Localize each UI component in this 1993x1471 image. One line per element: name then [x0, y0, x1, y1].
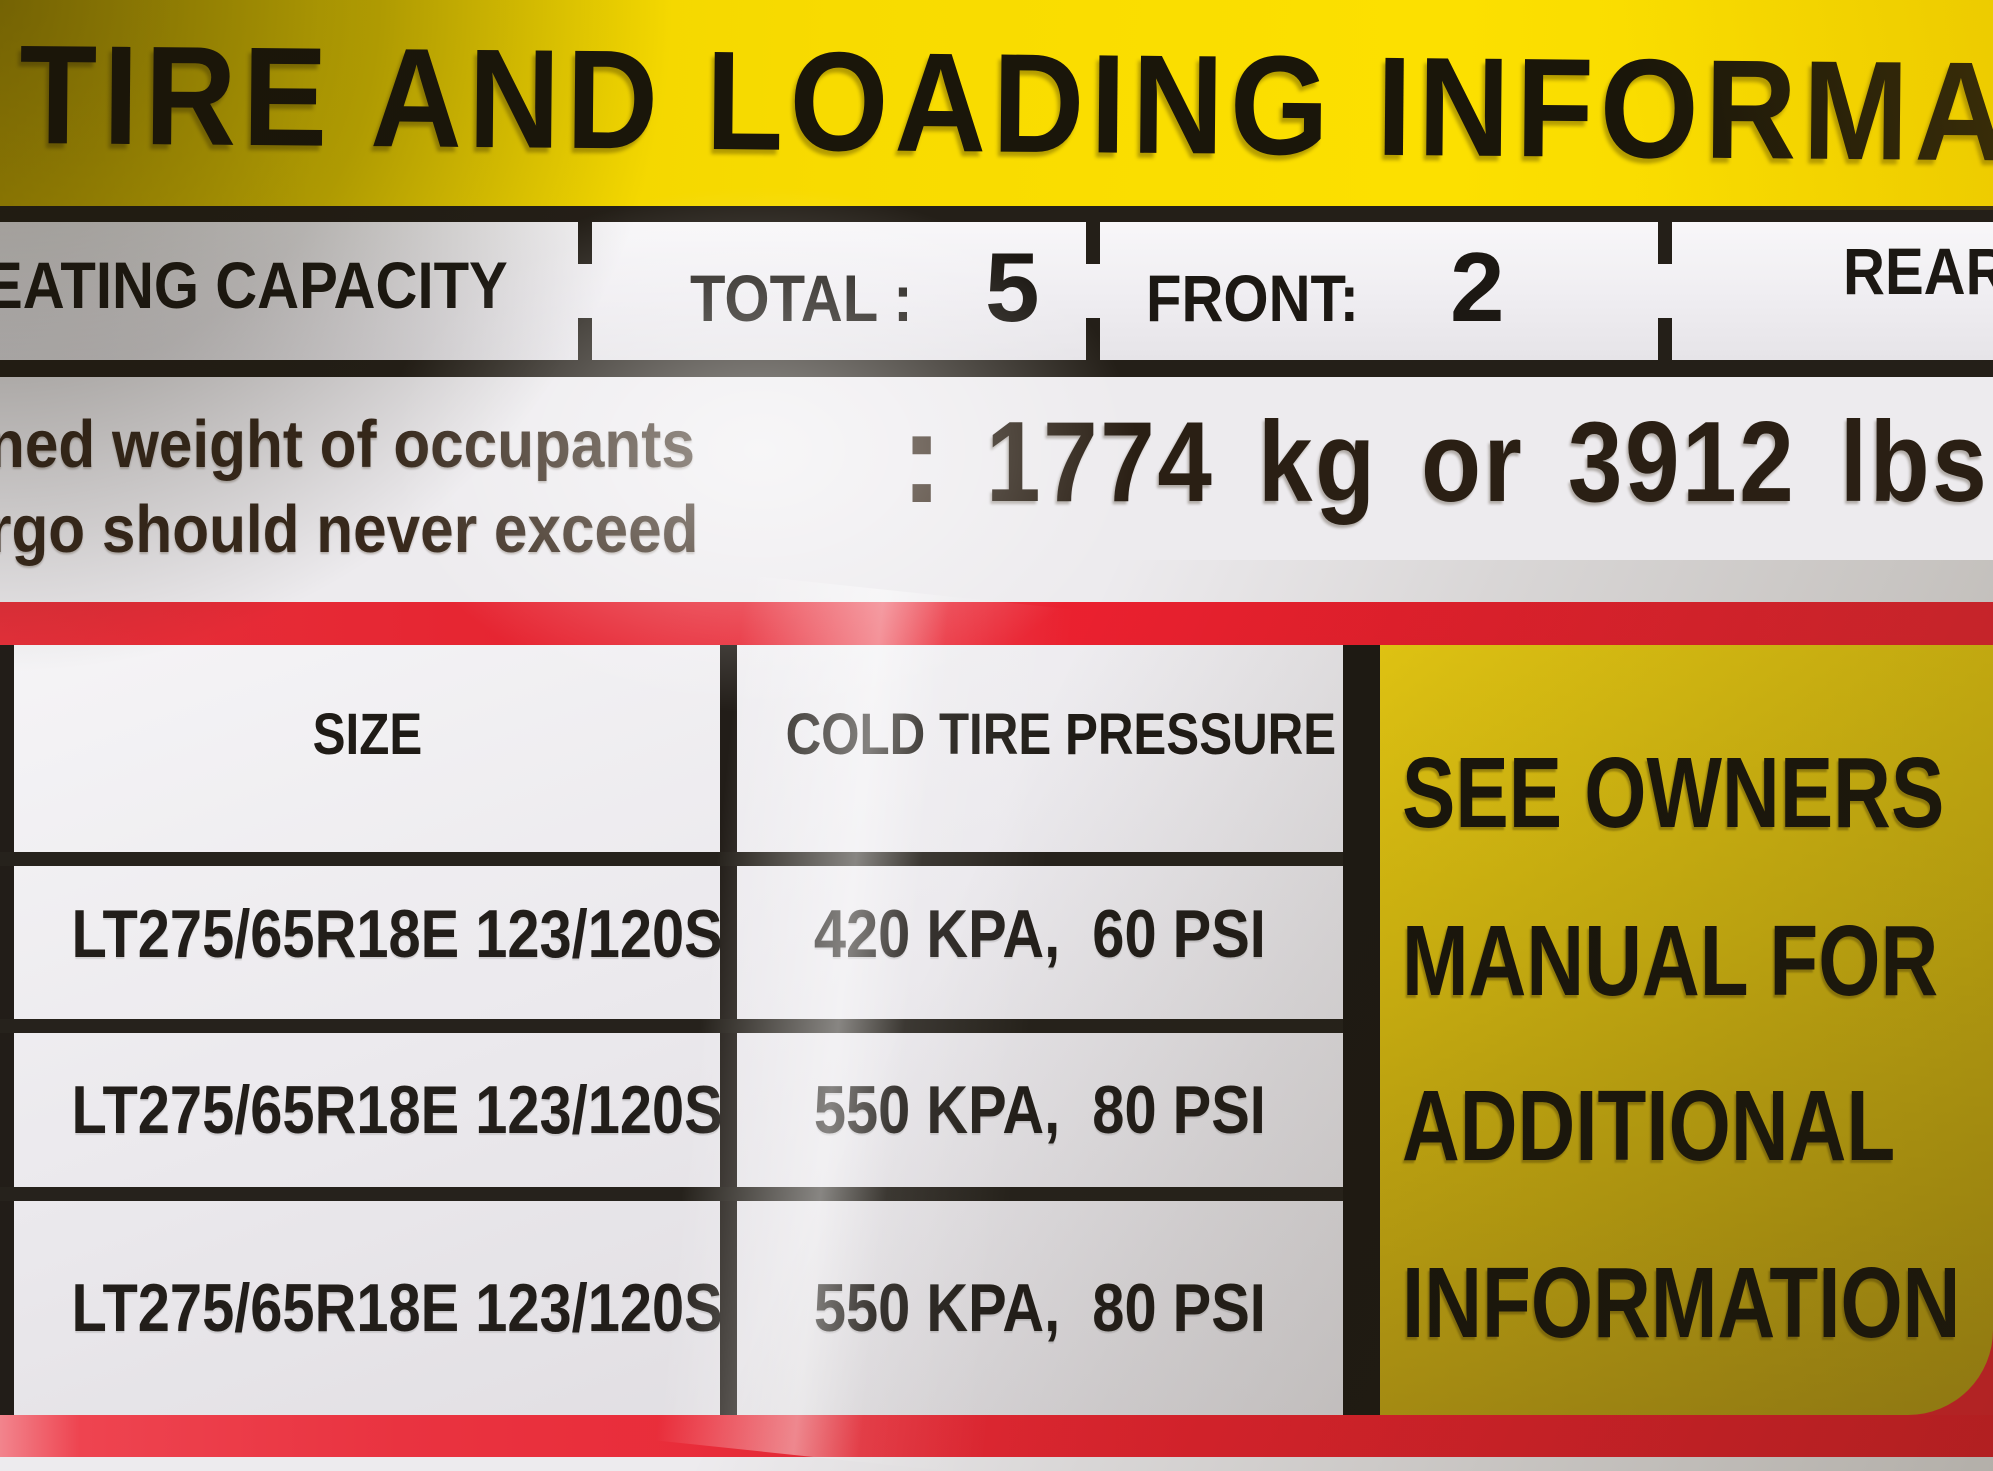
- banner-title: TIRE AND LOADING INFORMAT: [18, 15, 1993, 192]
- table-red-border-top: [0, 602, 1993, 645]
- seating-front-label: FRONT:: [1146, 261, 1359, 335]
- note-line: SEE OWNERS: [1402, 737, 1945, 849]
- table-header-pressure: COLD TIRE PRESSURE: [785, 702, 1337, 767]
- seating-rear-cell: REAR:: [1843, 238, 1993, 304]
- seating-divider-tick: [1086, 318, 1100, 360]
- seating-front-value: 2: [1449, 232, 1505, 342]
- seating-total-value: 5: [984, 232, 1040, 342]
- weight-statement-line2: rgo should never exceed: [0, 492, 699, 567]
- table-row: LT275/65R18E 123/120S: [71, 1270, 723, 1346]
- table-row-pressure: 550 KPA, 80 PSI: [814, 1072, 1266, 1148]
- banner: TIRE AND LOADING INFORMAT: [0, 0, 1993, 206]
- seating-divider-tick: [1086, 222, 1100, 264]
- seating-capacity-label: EATING CAPACITY: [0, 252, 579, 318]
- table-row: LT275/65R18E 123/120S: [71, 1072, 723, 1148]
- table-header-size: SIZE: [312, 702, 422, 767]
- table-row-divider: [0, 1019, 1343, 1033]
- table-row-divider: [0, 852, 1343, 866]
- seating-capacity-label-text: EATING CAPACITY: [0, 248, 508, 322]
- table-row-pressure: 420 KPA, 60 PSI: [814, 896, 1266, 972]
- weight-statement-line1: ned weight of occupants: [0, 407, 695, 482]
- table-row-pressure: 550 KPA, 80 PSI: [814, 1270, 1266, 1346]
- note-box-left-border: [1343, 645, 1380, 1415]
- note-line: MANUAL FOR: [1402, 905, 1939, 1017]
- seating-rear-label: REAR:: [1843, 234, 1993, 308]
- banner-bottom-rule: [0, 206, 1993, 222]
- seating-bottom-rule: [0, 360, 1993, 377]
- table-row: LT275/65R18E 123/120S: [71, 896, 723, 972]
- seating-divider-tick: [578, 318, 592, 360]
- seating-front-cell: FRONT: 2: [1146, 238, 1504, 336]
- seating-total-label: TOTAL :: [690, 261, 913, 335]
- weight-value: 1774 kg or 3912 lbs: [986, 399, 1990, 526]
- seating-divider-tick: [1658, 318, 1672, 360]
- owners-manual-note-box: [1380, 645, 1993, 1415]
- seating-divider-tick: [578, 222, 592, 264]
- seating-total-cell: TOTAL : 5: [690, 238, 1040, 336]
- weight-statement: ned weight of occupants rgo should never…: [0, 402, 698, 572]
- table-red-border-bottom: [0, 1415, 1993, 1457]
- note-line: ADDITIONAL: [1402, 1070, 1896, 1182]
- note-line: INFORMATION: [1402, 1247, 1961, 1359]
- table-row-divider: [0, 1187, 1343, 1201]
- seating-divider-tick: [1658, 222, 1672, 264]
- weight-colon: :: [900, 384, 944, 530]
